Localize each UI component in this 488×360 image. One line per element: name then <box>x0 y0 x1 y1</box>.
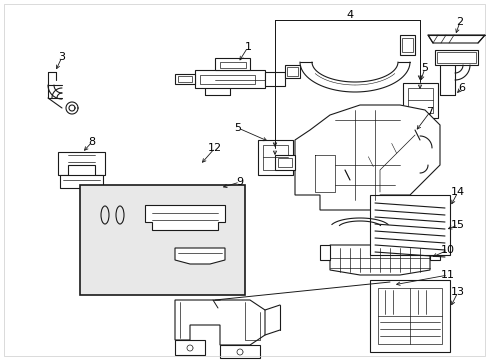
Polygon shape <box>429 245 439 260</box>
Polygon shape <box>58 152 105 175</box>
Text: 13: 13 <box>450 287 464 297</box>
Polygon shape <box>258 140 292 175</box>
Text: 11: 11 <box>440 270 454 280</box>
Bar <box>369 195 449 255</box>
Text: 3: 3 <box>59 52 65 62</box>
Text: 8: 8 <box>88 137 95 147</box>
Polygon shape <box>195 70 264 88</box>
Polygon shape <box>175 248 224 264</box>
Text: 7: 7 <box>426 107 433 117</box>
Polygon shape <box>274 155 294 170</box>
Polygon shape <box>145 205 224 230</box>
Polygon shape <box>220 345 260 358</box>
Polygon shape <box>175 74 195 84</box>
Polygon shape <box>399 35 414 55</box>
Text: 5: 5 <box>421 63 427 73</box>
Text: 15: 15 <box>450 220 464 230</box>
Text: 12: 12 <box>207 143 222 153</box>
Text: 1: 1 <box>244 42 251 52</box>
Bar <box>369 280 449 352</box>
Text: 14: 14 <box>450 187 464 197</box>
Polygon shape <box>319 245 329 260</box>
Polygon shape <box>294 105 439 210</box>
Text: 2: 2 <box>455 17 463 27</box>
Polygon shape <box>345 130 419 180</box>
Bar <box>80 185 244 295</box>
Polygon shape <box>60 175 103 188</box>
Polygon shape <box>264 72 285 86</box>
Text: 5: 5 <box>234 123 241 133</box>
Polygon shape <box>329 245 429 275</box>
Bar <box>377 288 441 344</box>
Polygon shape <box>175 300 264 345</box>
Text: 10: 10 <box>440 245 454 255</box>
Polygon shape <box>175 340 204 355</box>
Text: 6: 6 <box>458 83 465 93</box>
Polygon shape <box>402 83 437 118</box>
Polygon shape <box>285 65 299 78</box>
Text: 9: 9 <box>236 177 243 187</box>
Text: 4: 4 <box>346 10 353 20</box>
Polygon shape <box>434 50 477 65</box>
Polygon shape <box>427 35 484 43</box>
Polygon shape <box>215 58 249 70</box>
